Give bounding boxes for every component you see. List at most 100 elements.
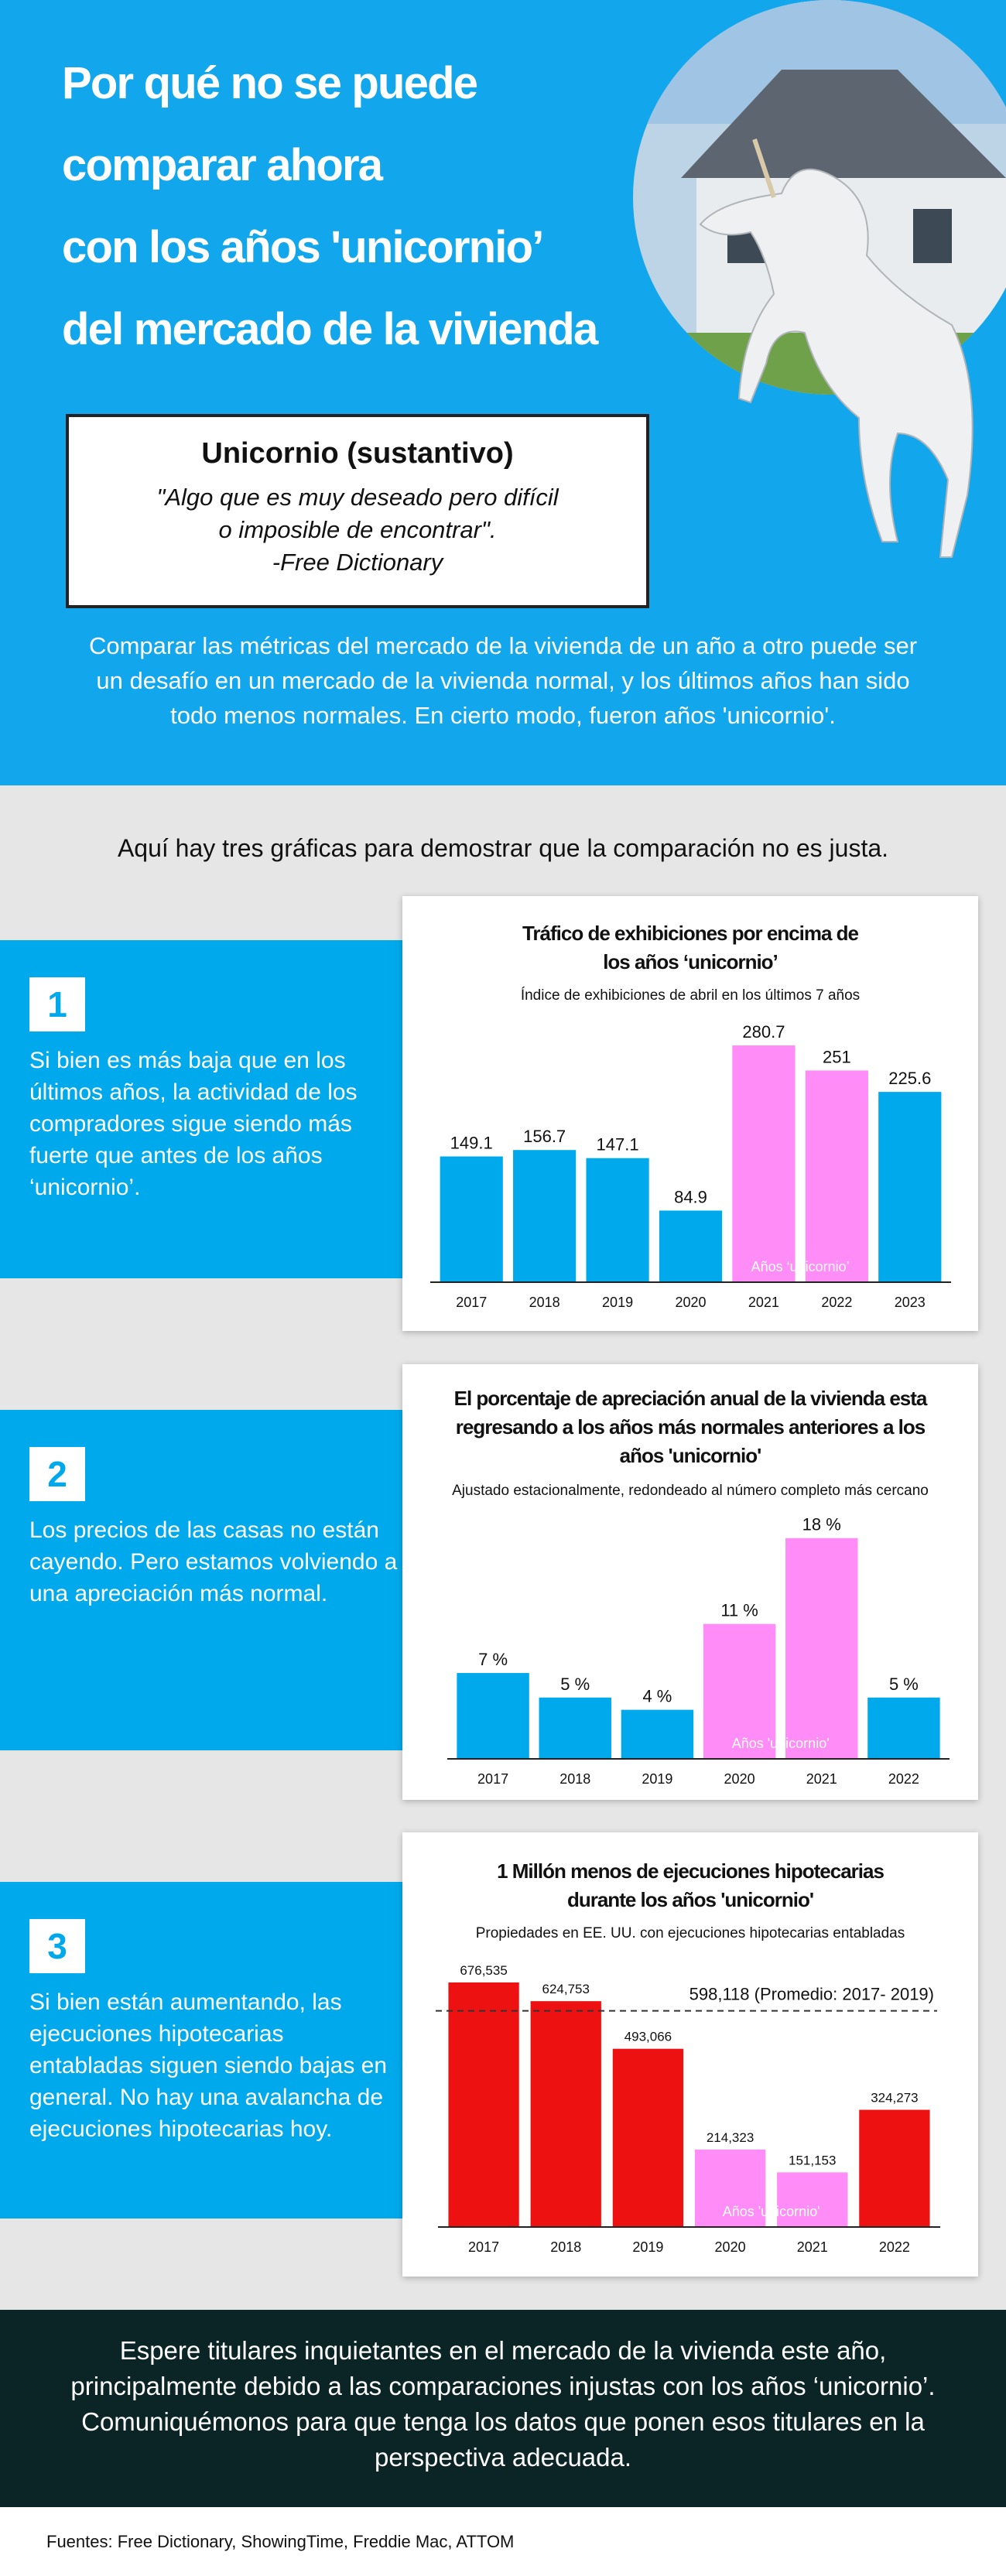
value-label: 147.1 [597, 1135, 639, 1155]
definition-source: -Free Dictionary [272, 549, 443, 576]
footer-text: Espere titulares inquietantes en el merc… [70, 2336, 936, 2472]
definition-box: Unicornio (sustantivo) "Algo que es muy … [66, 414, 649, 608]
annotation: Años 'unicornio' [732, 1736, 830, 1751]
x-tick-label: 2018 [559, 1771, 590, 1787]
x-tick-label: 2020 [715, 2239, 746, 2255]
value-label: 156.7 [523, 1127, 566, 1146]
reference-label: 598,118 (Promedio: 2017- 2019) [689, 1985, 934, 2004]
bar [694, 2149, 766, 2227]
section: 3 Si bien están aumentando, las ejecucio… [0, 1882, 436, 2219]
headline-line: comparar ahora [62, 140, 383, 190]
definition-term: Unicornio (sustantivo) [201, 437, 514, 470]
footer [0, 2310, 1006, 2507]
chart-title: Tráfico de exhibiciones por encima de lo… [522, 922, 859, 973]
definition-quote: "Algo que es muy deseado pero difícil [156, 484, 559, 511]
bar [878, 1092, 942, 1282]
chart: 676,535 2017 624,753 2018 493,066 2019 214,323… [436, 1963, 940, 2255]
bar [539, 1697, 611, 1759]
lead: Aquí hay tres gráficas para demostrar qu… [117, 834, 889, 862]
bar [659, 1210, 723, 1282]
x-tick-label: 2019 [642, 1771, 672, 1787]
bar [805, 1070, 868, 1282]
bar [457, 1673, 529, 1759]
x-tick-label: 2019 [632, 2239, 663, 2255]
bar [867, 1697, 940, 1759]
x-tick-label: 2021 [797, 2239, 828, 2255]
value-label: 624,753 [542, 1982, 590, 1996]
bar [586, 1158, 649, 1282]
bar [440, 1156, 503, 1282]
unicorn-illustration [633, 0, 1006, 558]
headline-line: con los años 'unicornio’ [62, 222, 544, 272]
bar [621, 1709, 694, 1759]
value-label: 18 % [802, 1515, 841, 1534]
value-label: 84.9 [674, 1187, 707, 1206]
headline-line: Por qué no se puede [62, 58, 478, 108]
bar [785, 1538, 858, 1759]
x-tick-label: 2017 [456, 1295, 487, 1310]
bar [859, 2109, 930, 2227]
chart-subtitle: Propiedades en EE. UU. con ejecuciones h… [475, 1925, 905, 1941]
section: 2 Los precios de las casas no están caye… [0, 1410, 436, 1750]
x-tick-label: 2022 [888, 1771, 919, 1787]
section-text: Si bien están aumentando, las ejecucione… [29, 1989, 388, 2142]
value-label: 5 % [889, 1675, 919, 1694]
definition-quote: o imposible de encontrar". [218, 516, 497, 543]
sources: Fuentes: Free Dictionary, ShowingTime, F… [46, 2532, 515, 2551]
annotation: Años ‘unicornio’ [751, 1259, 850, 1274]
chart-card: El porcentaje de apreciación anual de la… [402, 1364, 978, 1800]
intro: Comparar las métricas del mercado de la … [88, 632, 918, 729]
x-tick-label: 2022 [821, 1295, 852, 1310]
x-tick-label: 2022 [879, 2239, 910, 2255]
value-label: 7 % [478, 1650, 508, 1669]
value-label: 676,535 [460, 1963, 507, 1978]
x-tick-label: 2021 [806, 1771, 837, 1787]
x-tick-label: 2018 [550, 2239, 581, 2255]
value-label: 493,066 [624, 2030, 672, 2044]
section-text: Los precios de las casas no están cayend… [29, 1517, 398, 1606]
value-label: 214,323 [707, 2130, 754, 2145]
section: 1 Si bien es más baja que en los últimos… [0, 940, 436, 1278]
value-label: 280.7 [742, 1022, 785, 1042]
bar [777, 2172, 848, 2227]
bar [448, 1982, 519, 2227]
chart: 149.1 2017 156.7 2018 147.1 2019 84.9 2020 280.7… [430, 1022, 951, 1310]
header: Por qué no se puede comparar ahora con l… [0, 0, 1006, 785]
chart-subtitle: Índice de exhibiciones de abril en los ú… [520, 987, 861, 1004]
bar [530, 2001, 601, 2227]
value-label: 4 % [642, 1687, 672, 1706]
chart: 7 % 2017 5 % 2018 4 % 2019 11 % 2020 18 % 2021 5 %… [447, 1515, 950, 1787]
value-label: 324,273 [871, 2091, 918, 2106]
annotation: Años 'unicornio' [723, 2204, 820, 2219]
value-label: 5 % [560, 1675, 590, 1694]
bar [513, 1150, 577, 1282]
headline-line: del mercado de la vivienda [62, 304, 598, 354]
chart-title: 1 Millón menos de ejecuciones hipotecari… [497, 1859, 885, 1911]
x-tick-label: 2020 [675, 1295, 706, 1310]
headline: Por qué no se puede comparar ahora con l… [62, 43, 598, 371]
chart-card: 1 Millón menos de ejecuciones hipotecari… [402, 1832, 978, 2277]
x-tick-label: 2017 [477, 1771, 508, 1787]
chart-title: El porcentaje de apreciación anual de la… [453, 1387, 928, 1467]
x-tick-label: 2018 [529, 1295, 560, 1310]
x-tick-label: 2017 [468, 2239, 499, 2255]
section-number: 1 [29, 977, 85, 1031]
chart-subtitle: Ajustado estacionalmente, redondeado al … [452, 1483, 929, 1499]
bar [732, 1045, 796, 1282]
section-number: 3 [29, 1919, 85, 1973]
x-tick-label: 2019 [602, 1295, 633, 1310]
value-label: 225.6 [888, 1069, 931, 1088]
x-tick-label: 2020 [724, 1771, 755, 1787]
value-label: 251 [823, 1047, 851, 1066]
x-tick-label: 2021 [748, 1295, 779, 1310]
x-tick-label: 2023 [895, 1295, 926, 1310]
value-label: 11 % [720, 1601, 758, 1620]
section-text: Si bien es más baja que en los últimos a… [29, 1048, 358, 1200]
bar [612, 2048, 684, 2227]
chart-card: Tráfico de exhibiciones por encima de lo… [402, 896, 978, 1331]
value-label: 151,153 [789, 2153, 836, 2167]
bar [703, 1623, 776, 1759]
section-number: 2 [29, 1447, 85, 1501]
value-label: 149.1 [450, 1133, 493, 1152]
